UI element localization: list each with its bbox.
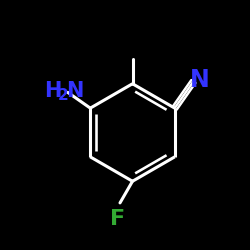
Text: F: F — [110, 209, 125, 229]
Text: H: H — [44, 81, 62, 101]
Text: N: N — [66, 81, 84, 101]
Text: N: N — [190, 68, 210, 92]
Text: 2: 2 — [58, 88, 69, 103]
